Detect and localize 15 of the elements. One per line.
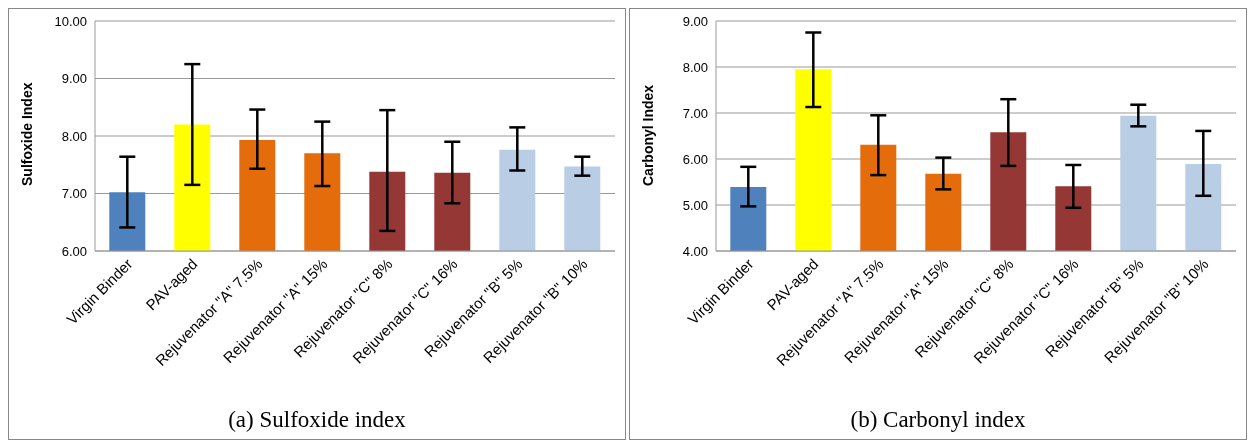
- y-tick-label: 10.00: [54, 13, 87, 29]
- y-axis-title: Carbonyl Index: [639, 84, 656, 186]
- y-tick-label: 6.00: [61, 243, 87, 259]
- y-tick-label: 6.00: [682, 151, 708, 167]
- y-tick-label: 9.00: [682, 13, 708, 29]
- y-tick-label: 8.00: [682, 59, 708, 75]
- text: (a) Sulfoxide index: [227, 407, 407, 433]
- y-tick-label: 7.00: [61, 186, 87, 202]
- y-tick-label: 7.00: [682, 105, 708, 121]
- y-tick-label: 5.00: [682, 197, 708, 213]
- text: (b) Carbonyl index: [849, 407, 1027, 433]
- y-tick-label: 4.00: [682, 243, 708, 259]
- y-tick-label: 9.00: [61, 71, 87, 87]
- y-axis-title: Sulfoxide Index: [18, 82, 35, 186]
- y-tick-label: 8.00: [61, 128, 87, 144]
